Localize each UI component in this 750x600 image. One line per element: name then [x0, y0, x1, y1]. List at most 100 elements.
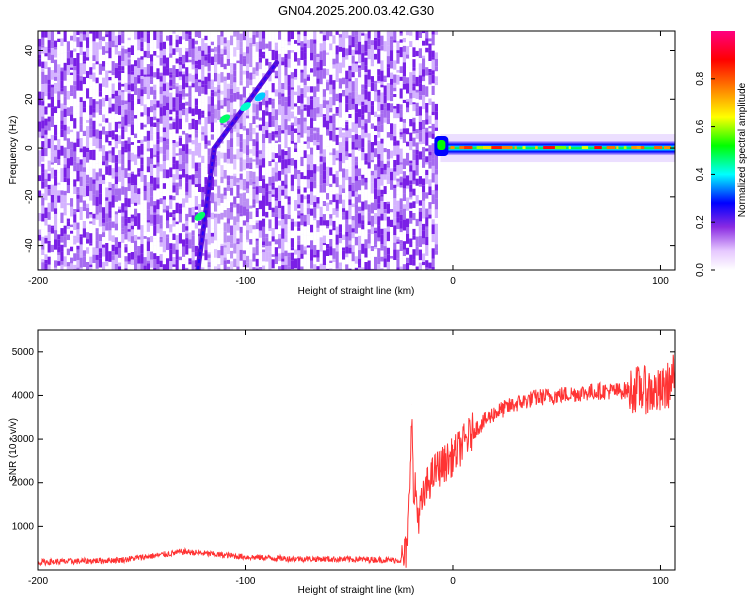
heatmap-cell: [105, 134, 109, 143]
heatmap-cell: [162, 157, 166, 162]
heatmap-cell: [399, 266, 403, 270]
heatmap-cell: [358, 67, 362, 72]
heatmap-cell: [70, 75, 74, 78]
heatmap-cell: [92, 99, 96, 109]
heatmap-cell: [54, 63, 58, 73]
heatmap-cell: [303, 254, 307, 265]
heatmap-cell: [316, 70, 320, 79]
heatmap-cell: [66, 221, 70, 227]
heatmap-cell: [188, 270, 191, 277]
heatmap-cell: [86, 203, 90, 208]
heatmap-cell: [262, 252, 266, 262]
heatmap-cell: [153, 238, 157, 246]
heatmap-cell: [204, 268, 208, 270]
heatmap-cell: [290, 140, 294, 144]
heatmap-cell: [92, 49, 96, 56]
heatmap-cell: [175, 213, 179, 222]
heatmap-cell: [217, 264, 221, 269]
heatmap-cell: [287, 242, 291, 253]
heatmap-cell: [217, 147, 221, 152]
heatmap-cell: [223, 210, 227, 218]
heatmap-cell: [188, 35, 192, 40]
heatmap-cell: [121, 105, 125, 109]
heatmap-cell: [316, 214, 320, 221]
heatmap-cell: [166, 178, 170, 185]
heatmap-cell: [351, 55, 355, 64]
heatmap-cell: [194, 54, 198, 61]
heatmap-cell: [63, 52, 67, 63]
heatmap-cell: [127, 223, 131, 230]
heatmap-cell: [386, 161, 390, 166]
heatmap-cell: [431, 115, 435, 124]
heatmap-cell: [390, 112, 394, 124]
heatmap-cell: [214, 193, 218, 202]
heatmap-cell: [271, 224, 275, 229]
heatmap-cell: [95, 231, 99, 241]
heatmap-cell: [300, 234, 304, 239]
heatmap-cell: [418, 159, 422, 167]
heatmap-cell: [121, 223, 125, 229]
heatmap-cell: [143, 67, 147, 75]
heatmap-cell: [326, 166, 330, 176]
heatmap-cell: [57, 234, 61, 240]
heatmap-cell: [242, 97, 246, 106]
heatmap-cell: [300, 50, 304, 60]
heatmap-cell: [300, 166, 304, 173]
heatmap-cell: [198, 233, 202, 237]
heatmap-cell: [54, 224, 58, 231]
heatmap-cell: [105, 101, 109, 112]
heatmap-cell: [303, 246, 307, 251]
heatmap-cell: [172, 226, 176, 234]
heatmap-cell: [297, 174, 301, 178]
heatmap-cell: [38, 58, 42, 67]
heatmap-cell: [399, 42, 403, 48]
heatmap-cell: [153, 99, 157, 105]
heatmap-cell: [354, 196, 358, 205]
heatmap-cell: [338, 262, 342, 267]
heatmap-cell: [92, 41, 96, 50]
heatmap-cell: [124, 68, 128, 73]
heatmap-cell: [76, 37, 80, 48]
heatmap-cell: [358, 267, 362, 270]
heatmap-cell: [57, 31, 61, 35]
heatmap-cell: [242, 215, 246, 221]
heatmap-cell: [284, 214, 288, 225]
heatmap-cell: [92, 120, 96, 130]
heatmap-cell: [172, 254, 176, 258]
heatmap-cell: [335, 127, 339, 130]
heatmap-cell: [121, 92, 125, 101]
heatmap-cell: [402, 148, 406, 155]
heatmap-cell: [374, 71, 378, 81]
heatmap-cell: [230, 247, 234, 251]
heatmap-cell: [41, 188, 45, 194]
heatmap-cell: [252, 124, 256, 129]
heatmap-cell: [281, 89, 285, 94]
heatmap-cell: [428, 244, 432, 252]
heatmap-cell: [162, 41, 166, 49]
heatmap-cell: [54, 239, 58, 250]
heatmap-cell: [169, 199, 173, 209]
heatmap-cell: [82, 146, 86, 158]
heatmap-cell: [425, 142, 429, 146]
heatmap-cell: [380, 250, 384, 257]
heatmap-cell: [329, 167, 333, 176]
heatmap-cell: [351, 31, 355, 37]
heatmap-cell: [370, 199, 374, 203]
heatmap-cell: [265, 79, 269, 91]
heatmap-cell: [332, 131, 336, 142]
heatmap-cell: [159, 228, 163, 233]
heatmap-cell: [191, 144, 195, 152]
heatmap-cell: [210, 48, 214, 53]
heatmap-cell: [252, 189, 256, 200]
heatmap-cell: [89, 249, 93, 257]
heatmap-cell: [316, 257, 320, 262]
heatmap-cell: [290, 174, 294, 182]
heatmap-cell: [255, 33, 259, 38]
heatmap-cell: [182, 74, 186, 85]
heatmap-cell: [153, 31, 157, 40]
heatmap-cell: [428, 75, 432, 85]
heatmap-cell: [418, 75, 422, 84]
heatmap-cell: [79, 90, 83, 98]
heatmap-cell: [178, 103, 182, 111]
heatmap-cell: [70, 244, 74, 247]
